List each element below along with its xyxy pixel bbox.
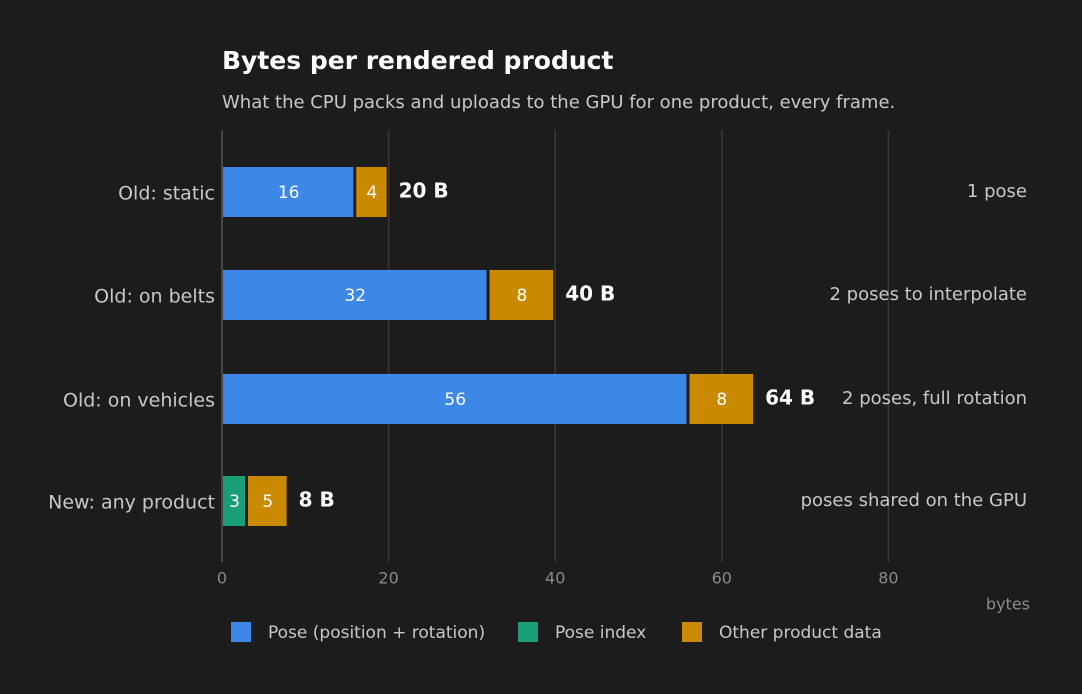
x-tick-label: 60	[712, 569, 732, 588]
segment-label: 56	[444, 390, 466, 410]
total-label: 20 B	[399, 179, 449, 203]
legend-swatch	[682, 622, 702, 642]
segment-label: 8	[716, 390, 727, 410]
bar-segment	[223, 167, 354, 217]
bar-segment	[356, 167, 387, 217]
category-label: Old: static	[118, 183, 215, 205]
x-tick-label: 80	[878, 569, 898, 588]
row-note: 2 poses, full rotation	[842, 388, 1027, 409]
legend-label: Other product data	[719, 623, 882, 643]
bar-segment	[247, 476, 287, 526]
row-note: 1 pose	[967, 181, 1027, 202]
x-axis-label: bytes	[986, 595, 1030, 614]
segment-label: 4	[367, 183, 378, 203]
chart-title: Bytes per rendered product	[222, 46, 613, 75]
category-label: Old: on vehicles	[63, 390, 215, 412]
total-label: 40 B	[565, 282, 615, 306]
segment-label: 3	[229, 492, 240, 512]
bar-segment	[223, 374, 687, 424]
x-tick-label: 0	[217, 569, 227, 588]
category-label: New: any product	[48, 492, 215, 514]
segment-label: 5	[262, 492, 273, 512]
row-note: 2 poses to interpolate	[830, 284, 1028, 305]
bar-segment	[489, 270, 554, 320]
category-label: Old: on belts	[94, 286, 215, 308]
bar-segment	[223, 270, 487, 320]
x-tick-label: 40	[545, 569, 565, 588]
segment-label: 16	[278, 183, 300, 203]
legend-label: Pose index	[555, 623, 646, 643]
chart-subtitle: What the CPU packs and uploads to the GP…	[222, 92, 895, 113]
legend-swatch	[518, 622, 538, 642]
x-tick-label: 20	[378, 569, 398, 588]
bar-segment	[223, 476, 245, 526]
segment-label: 8	[516, 286, 527, 306]
segment-label: 32	[344, 286, 366, 306]
total-label: 64 B	[765, 386, 815, 410]
legend-label: Pose (position + rotation)	[268, 623, 485, 643]
row-note: poses shared on the GPU	[801, 490, 1027, 511]
legend-swatch	[231, 622, 251, 642]
bar-segment	[689, 374, 754, 424]
total-label: 8 B	[299, 488, 335, 512]
